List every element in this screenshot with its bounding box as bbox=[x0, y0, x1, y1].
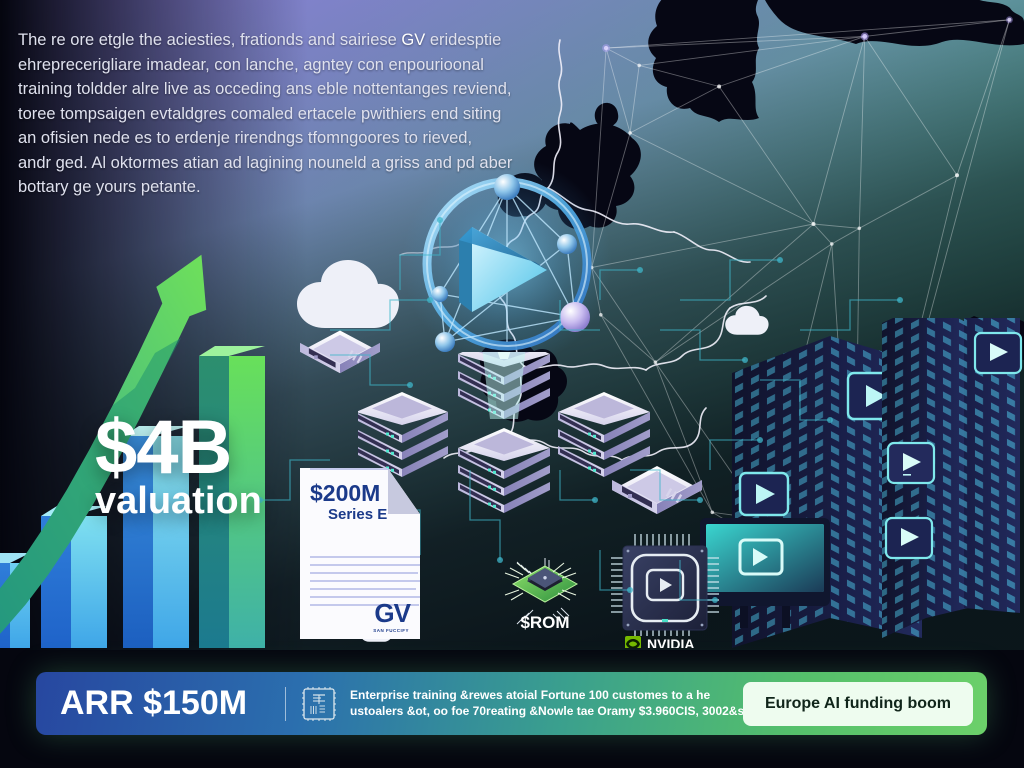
svg-text:$ROM: $ROM bbox=[520, 613, 569, 632]
svg-text:NVIDIA: NVIDIA bbox=[647, 636, 694, 648]
svg-text:●: ● bbox=[543, 573, 548, 582]
